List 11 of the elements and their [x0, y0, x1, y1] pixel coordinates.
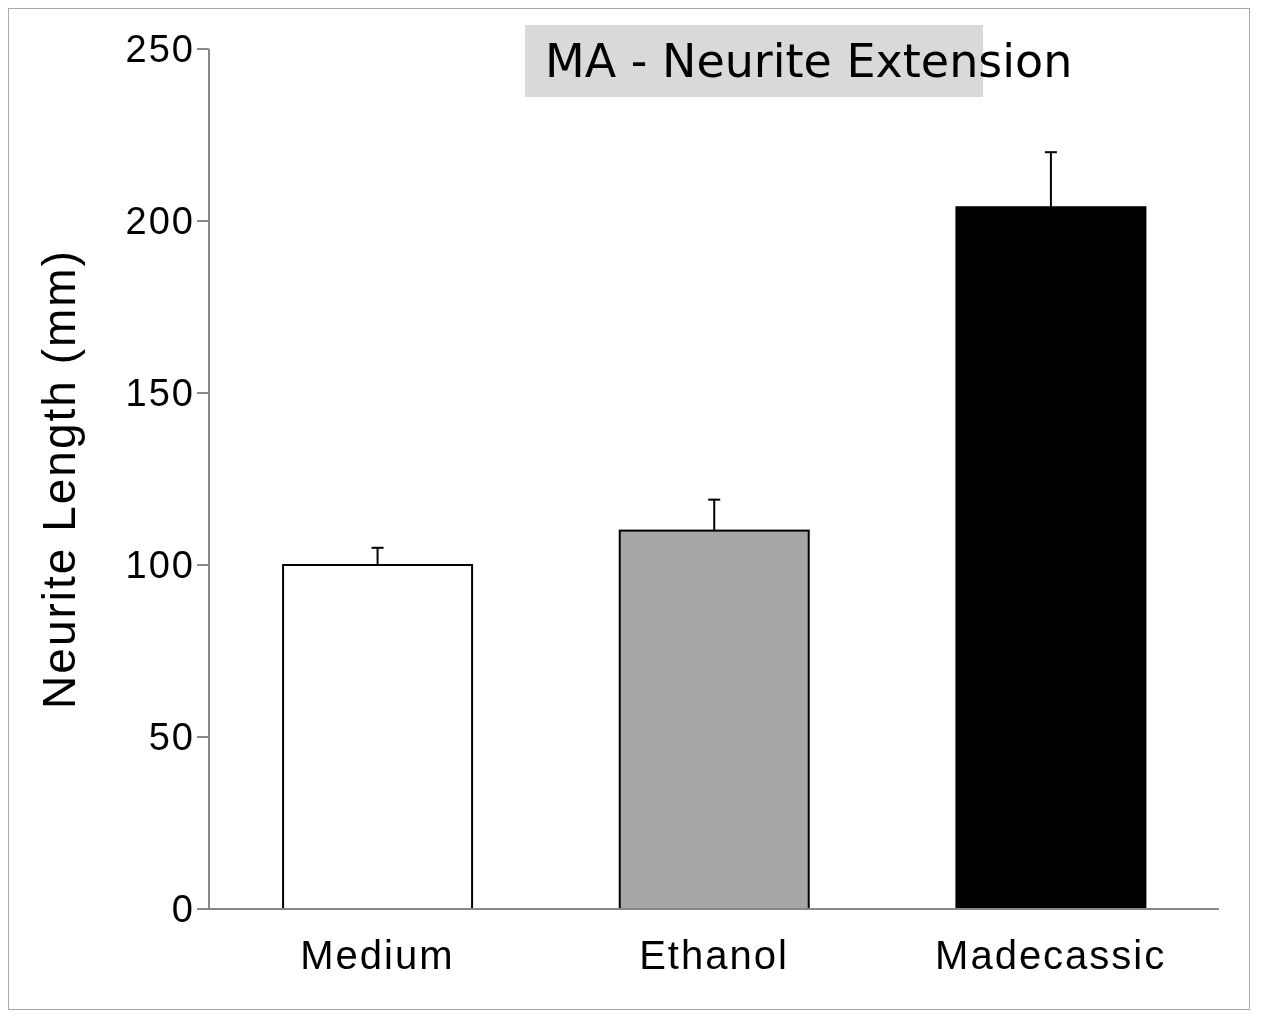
y-tick-label: 100: [125, 544, 195, 587]
y-tick-label: 200: [125, 200, 195, 243]
y-tick-label: 150: [125, 372, 195, 415]
y-tick-label: 250: [125, 28, 195, 71]
y-axis-title: Neurite Length (mm): [33, 249, 86, 709]
x-tick-label: Ethanol: [639, 933, 789, 978]
chart-title: MA - Neurite Extension: [544, 33, 1073, 90]
y-tick-label: 0: [171, 888, 195, 931]
y-tick-label: 50: [148, 716, 195, 759]
x-tick-label: Madecassic: [935, 933, 1167, 978]
x-tick-label: Medium: [300, 933, 455, 978]
